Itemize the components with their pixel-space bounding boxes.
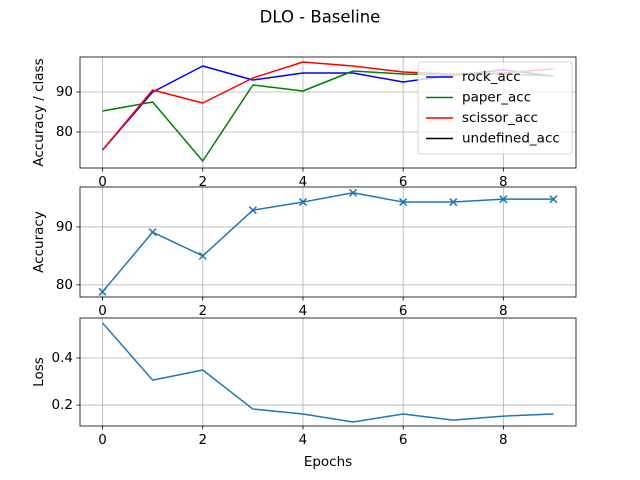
y-tick-label: 90 (56, 219, 73, 235)
y-axis-label: Accuracy / class (31, 58, 47, 166)
x-tick-label: 2 (198, 303, 207, 319)
x-tick-label: 4 (299, 432, 308, 448)
x-tick-label: 4 (299, 303, 308, 319)
x-tick-label: 8 (499, 174, 508, 190)
marker (549, 195, 558, 204)
x-tick-label: 0 (98, 303, 107, 319)
x-tick-label: 8 (499, 303, 508, 319)
legend-label: scissor_acc (462, 110, 538, 126)
legend-label: rock_acc (462, 69, 521, 85)
x-tick-label: 0 (98, 432, 107, 448)
y-tick-label: 80 (56, 277, 73, 293)
legend-label: undefined_acc (462, 131, 560, 147)
marker (449, 198, 458, 207)
x-tick-label: 0 (98, 174, 107, 190)
marker (499, 195, 508, 204)
y-tick-label: 0.4 (52, 350, 73, 366)
x-tick-label: 4 (299, 174, 308, 190)
marker (198, 251, 207, 260)
axes-frame (79, 317, 577, 427)
y-tick-label: 80 (56, 124, 73, 140)
x-tick-label: 2 (198, 432, 207, 448)
marker (98, 287, 107, 296)
legend-box (417, 61, 573, 155)
y-axis-label: Loss (31, 357, 47, 387)
figure-title: DLO - Baseline (260, 8, 381, 27)
axes-frame (79, 56, 577, 169)
x-axis-label: Epochs (304, 454, 352, 470)
y-tick-label: 90 (56, 84, 73, 100)
x-tick-label: 6 (399, 174, 408, 190)
y-tick-label: 0.2 (52, 397, 73, 413)
marker (399, 198, 408, 207)
series-line (101, 192, 554, 293)
legend-label: paper_acc (462, 90, 531, 106)
x-tick-label: 8 (499, 432, 508, 448)
marker (248, 206, 257, 215)
marker (148, 228, 157, 237)
x-tick-label: 2 (198, 174, 207, 190)
axes-frame (79, 186, 577, 298)
marker (298, 198, 307, 207)
marker (349, 188, 358, 197)
y-axis-label: Accuracy (31, 211, 47, 273)
x-tick-label: 6 (399, 303, 408, 319)
series-line (101, 322, 554, 423)
x-tick-label: 6 (399, 432, 408, 448)
